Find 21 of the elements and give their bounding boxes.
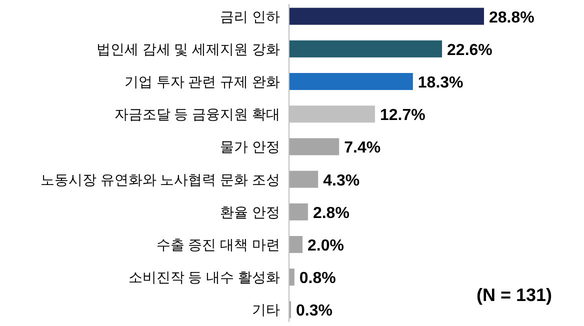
data-label: 2.8% [312,204,350,222]
data-label: 22.6% [447,42,492,59]
category-label: 기타 [252,302,280,318]
data-label: 4.3% [323,172,360,190]
category-label: 자금조달 등 금융지원 확대 [114,106,280,122]
data-label: 7.4% [344,140,381,157]
category-label: 수출 증진 대책 마련 [156,236,280,252]
category-label: 환율 안정 [220,204,280,220]
category-label: 법인세 감세 및 세제지원 강화 [96,40,280,57]
data-label: 28.8% [489,9,534,26]
category-label: 물가 안정 [220,138,280,155]
data-label: 0.8% [299,270,336,288]
category-label: 소비진작 등 내수 활성화 [128,269,280,286]
data-label: 12.7% [380,107,426,124]
annotation: (N = 131) [476,285,552,305]
category-label: 노동시장 유연화와 노사협력 문화 조성 [40,171,280,188]
category-label: 금리 인하 [220,8,280,24]
data-label: 0.3% [296,302,332,320]
data-label: 2.0% [308,238,344,254]
category-label: 기업 투자 관련 규제 완화 [124,74,280,90]
data-label: 18.3% [418,74,464,92]
